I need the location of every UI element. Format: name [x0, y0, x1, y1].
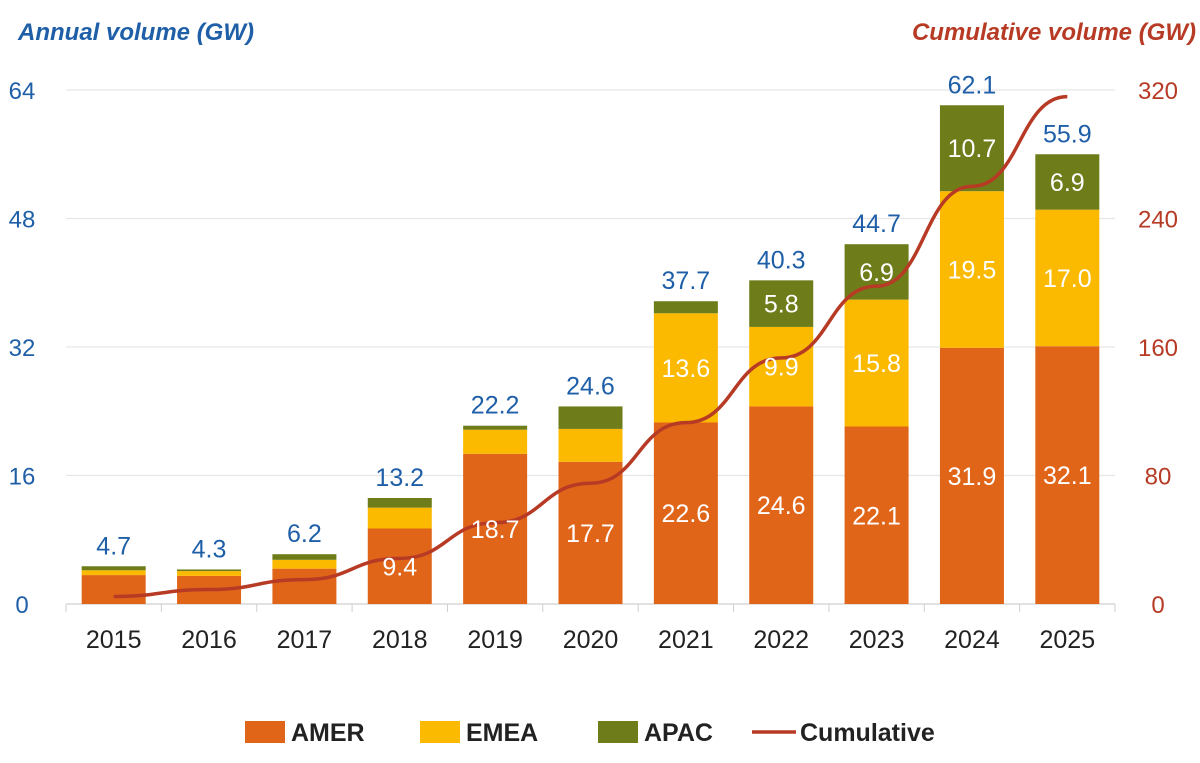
data-label: 9.9	[764, 354, 799, 382]
data-label: 6.9	[1050, 169, 1085, 197]
y-tick-label: 48	[9, 207, 36, 234]
x-tick-label: 2016	[181, 626, 237, 654]
legend-label: Cumulative	[800, 719, 935, 747]
x-tick-label: 2025	[1040, 626, 1096, 654]
x-tick-label: 2015	[86, 626, 142, 654]
y2-tick-label: 160	[1138, 335, 1178, 362]
data-label: 22.1	[852, 502, 901, 530]
bar-amer	[939, 347, 1004, 604]
total-label: 62.1	[948, 71, 997, 99]
bar-emea	[177, 571, 242, 576]
data-label: 17.7	[566, 520, 615, 548]
bar-amer	[367, 528, 432, 604]
bar-amer	[81, 575, 146, 604]
data-label: 19.5	[948, 256, 997, 284]
total-label: 44.7	[852, 210, 901, 238]
y-tick-label: 16	[9, 464, 36, 491]
total-label: 22.2	[471, 392, 520, 420]
total-label: 40.3	[757, 246, 806, 274]
data-label: 17.0	[1043, 265, 1092, 293]
bar-amer	[1035, 346, 1100, 604]
line-cumulative	[113, 94, 1068, 599]
data-label: 6.9	[859, 259, 894, 287]
data-label: 18.7	[471, 516, 520, 544]
data-label: 10.7	[948, 135, 997, 163]
y-tick-label: 32	[9, 335, 36, 362]
bar-apac	[81, 566, 146, 571]
total-label: 24.6	[566, 372, 615, 400]
y-axis-title: Annual volume (GW)	[17, 19, 254, 46]
bar-apac	[749, 280, 814, 327]
bar-apac	[177, 569, 242, 572]
data-label: 9.4	[382, 553, 417, 581]
bar-emea	[81, 570, 146, 576]
bar-emea	[844, 299, 909, 427]
y-tick-label: 0	[15, 592, 28, 619]
x-tick-label: 2023	[849, 626, 905, 654]
bar-apac	[1035, 154, 1100, 210]
legend-label: EMEA	[466, 719, 538, 747]
bar-apac	[653, 301, 718, 314]
x-tick-label: 2022	[753, 626, 809, 654]
bar-amer	[844, 426, 909, 604]
total-label: 13.2	[375, 464, 424, 492]
legend: AMER EMEA APAC Cumulative	[245, 719, 935, 747]
y2-axis-title: Cumulative volume (GW)	[912, 19, 1196, 46]
bar-emea	[367, 507, 432, 529]
bar-emea	[558, 428, 623, 462]
x-tick-label: 2021	[658, 626, 714, 654]
bar-amer	[653, 422, 718, 604]
total-label: 6.2	[287, 520, 322, 548]
y2-tick-label: 320	[1138, 78, 1178, 105]
legend-swatch-emea	[420, 721, 460, 743]
bar-amer	[749, 406, 814, 604]
bar-emea	[463, 429, 528, 454]
bar-apac	[367, 497, 432, 508]
y-tick-label: 64	[9, 78, 36, 105]
total-label: 4.3	[192, 535, 227, 563]
data-label: 24.6	[757, 492, 806, 520]
x-tick-label: 2019	[467, 626, 523, 654]
bar-amer	[272, 568, 337, 604]
bar-emea	[939, 191, 1004, 348]
total-label: 55.9	[1043, 120, 1092, 148]
legend-swatch-amer	[245, 721, 285, 743]
bar-emea	[272, 559, 337, 569]
x-tick-label: 2024	[944, 626, 1000, 654]
data-label: 31.9	[948, 463, 997, 491]
data-label: 13.6	[662, 355, 711, 383]
bar-emea	[1035, 209, 1100, 347]
data-label: 5.8	[764, 291, 799, 319]
data-label: 15.8	[852, 350, 901, 378]
bar-emea	[653, 313, 718, 423]
data-label: 32.1	[1043, 462, 1092, 490]
bar-apac	[272, 554, 337, 560]
bar-emea	[749, 326, 814, 407]
bar-amer	[463, 453, 528, 604]
x-tick-label: 2020	[563, 626, 619, 654]
total-label: 37.7	[662, 267, 711, 295]
x-tick-label: 2017	[277, 626, 333, 654]
y2-tick-label: 80	[1145, 464, 1172, 491]
legend-label: APAC	[644, 719, 713, 747]
y2-tick-label: 0	[1151, 592, 1164, 619]
bar-apac	[558, 406, 623, 429]
total-label: 4.7	[96, 532, 131, 560]
y2-tick-label: 240	[1138, 207, 1178, 234]
legend-swatch-apac	[598, 721, 638, 743]
bar-apac	[463, 425, 528, 430]
data-label: 22.6	[662, 500, 711, 528]
legend-label: AMER	[291, 719, 365, 747]
x-tick-label: 2018	[372, 626, 428, 654]
